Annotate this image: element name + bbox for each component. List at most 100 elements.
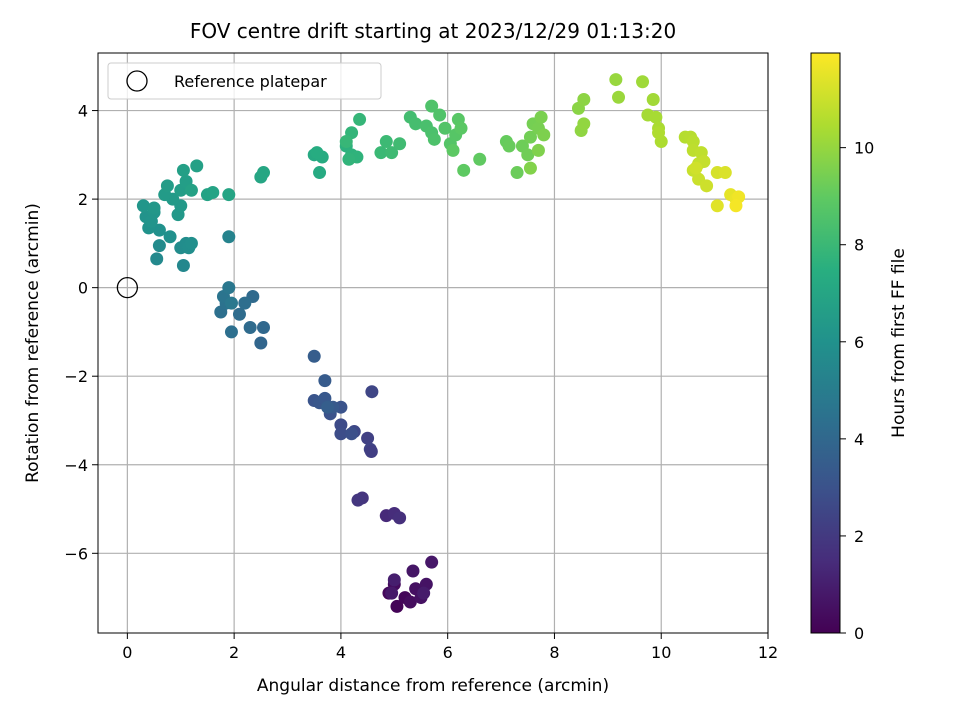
x-tick-label: 10 xyxy=(651,643,671,662)
colorbar-tick-label: 0 xyxy=(854,624,864,643)
y-tick-label: −6 xyxy=(64,544,88,563)
colorbar-tick-label: 2 xyxy=(854,527,864,546)
data-point xyxy=(646,92,660,106)
reference-layer xyxy=(116,277,139,299)
data-point xyxy=(403,595,417,609)
data-point xyxy=(729,199,743,213)
data-point xyxy=(438,121,452,135)
data-point xyxy=(222,281,236,295)
data-point xyxy=(689,161,703,175)
data-point xyxy=(379,135,393,149)
data-point xyxy=(243,321,257,335)
data-point xyxy=(537,128,551,142)
data-point xyxy=(425,555,439,569)
y-tick-label: −4 xyxy=(64,456,88,475)
data-point xyxy=(457,163,471,177)
data-point xyxy=(222,188,236,202)
x-tick-label: 2 xyxy=(229,643,239,662)
data-point xyxy=(425,99,439,113)
data-point xyxy=(176,163,190,177)
data-point xyxy=(446,143,460,157)
data-point xyxy=(364,444,378,458)
data-point xyxy=(222,230,236,244)
data-point xyxy=(510,166,524,180)
data-point xyxy=(351,493,365,507)
data-point xyxy=(310,146,324,160)
data-point xyxy=(577,92,591,106)
data-point xyxy=(152,239,166,253)
data-point xyxy=(190,159,204,173)
colorbar-tick-label: 10 xyxy=(854,139,874,158)
data-point xyxy=(393,511,407,525)
plot-frame xyxy=(97,52,769,634)
y-tick-label: −2 xyxy=(64,367,88,386)
x-axis-ticks: 0 2 4 6 8 10 12 xyxy=(122,633,778,662)
data-point xyxy=(318,374,332,388)
data-point xyxy=(523,130,537,144)
data-point xyxy=(232,307,246,321)
data-point xyxy=(531,143,545,157)
data-point xyxy=(206,185,220,199)
data-point xyxy=(224,325,238,339)
data-point xyxy=(385,146,399,160)
chart-title: FOV centre drift starting at 2023/12/29 … xyxy=(190,19,676,43)
data-point xyxy=(365,385,379,399)
x-tick-label: 12 xyxy=(758,643,778,662)
data-point xyxy=(636,75,650,89)
data-point xyxy=(473,152,487,166)
x-tick-label: 4 xyxy=(336,643,346,662)
data-point xyxy=(652,126,666,140)
data-point xyxy=(307,349,321,363)
data-point xyxy=(427,132,441,146)
data-point xyxy=(176,259,190,273)
data-point xyxy=(406,564,420,578)
data-point xyxy=(163,230,177,244)
scatter-points xyxy=(136,73,746,613)
data-point xyxy=(353,112,367,126)
data-point xyxy=(313,166,327,180)
colorbar-ticks: 0 2 4 6 8 10 xyxy=(840,139,874,643)
data-point xyxy=(521,148,535,162)
legend-box xyxy=(107,62,382,100)
data-point xyxy=(374,146,388,160)
data-point xyxy=(160,179,174,193)
data-point xyxy=(184,236,198,250)
data-point xyxy=(609,73,623,87)
data-point xyxy=(321,400,335,414)
data-point xyxy=(184,183,198,197)
data-point xyxy=(534,110,548,124)
data-point xyxy=(612,90,626,104)
data-point xyxy=(523,161,537,175)
x-axis-label: Angular distance from reference (arcmin) xyxy=(257,676,609,696)
y-axis-label: Rotation from reference (arcmin) xyxy=(23,203,43,483)
data-point xyxy=(387,573,401,587)
data-point xyxy=(147,201,161,215)
reference-point-marker xyxy=(116,277,139,299)
x-tick-label: 8 xyxy=(549,643,559,662)
data-point xyxy=(649,110,663,124)
y-tick-label: 4 xyxy=(78,102,88,121)
y-axis-ticks: −6 −4 −2 0 2 4 xyxy=(64,102,98,563)
data-point xyxy=(339,135,353,149)
data-point xyxy=(710,199,724,213)
colorbar-tick-label: 4 xyxy=(854,430,864,449)
data-point xyxy=(334,427,348,441)
data-point xyxy=(417,586,431,600)
colorbar-label: Hours from first FF file xyxy=(889,248,909,438)
data-point xyxy=(150,252,164,266)
data-point xyxy=(224,296,238,310)
data-point xyxy=(577,117,591,131)
x-tick-label: 0 xyxy=(122,643,132,662)
data-point xyxy=(433,108,447,122)
data-point xyxy=(454,121,468,135)
data-point xyxy=(238,296,252,310)
legend-label: Reference platepar xyxy=(174,72,327,91)
data-point xyxy=(390,599,404,613)
data-point xyxy=(345,427,359,441)
y-tick-label: 0 xyxy=(78,279,88,298)
data-point xyxy=(718,166,732,180)
data-point xyxy=(393,137,407,151)
data-point xyxy=(385,586,399,600)
